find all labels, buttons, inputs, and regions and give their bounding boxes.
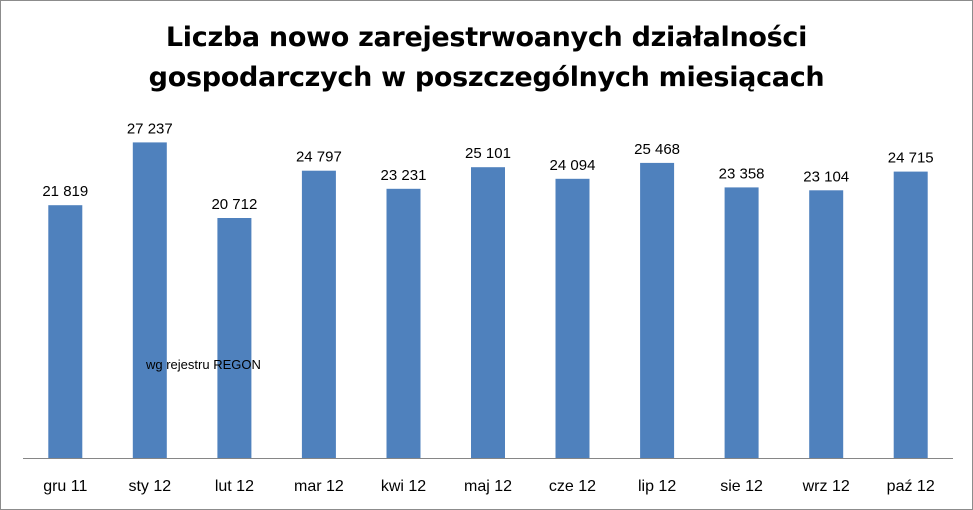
category-label-7: lip 12 [638,478,676,495]
value-label-3: 24 797 [296,149,342,166]
chart-title: Liczba nowo zarejestrwoanych działalnośc… [0,18,973,98]
value-label-2: 20 712 [211,196,257,213]
category-label-3: mar 12 [294,478,344,495]
category-label-5: maj 12 [464,478,512,495]
bar-1 [132,142,167,458]
chart-title-line-2: gospodarczych w poszczególnych miesiącac… [148,62,825,93]
category-label-8: sie 12 [720,478,763,495]
bar-4 [386,188,421,459]
value-label-7: 25 468 [634,141,680,158]
value-label-0: 21 819 [42,183,88,200]
value-label-6: 24 094 [550,157,596,174]
value-label-8: 23 358 [719,165,765,182]
bar-2 [217,218,252,458]
category-label-4: kwi 12 [381,478,426,495]
bar-0 [48,205,83,458]
value-label-1: 27 237 [127,120,173,137]
bar-6 [555,178,590,459]
value-label-10: 24 715 [888,150,934,167]
category-label-9: wrz 12 [802,478,850,495]
bar-3 [301,170,336,458]
value-label-4: 23 231 [381,167,427,184]
bar-9 [809,190,844,459]
category-label-10: paź 12 [887,478,935,495]
chart-annotation: wg rejestru REGON [146,357,261,372]
category-label-2: lut 12 [215,478,254,495]
chart-title-line-1: Liczba nowo zarejestrwoanych działalnośc… [165,22,808,53]
bar-8 [724,187,759,458]
category-label-1: sty 12 [128,478,171,495]
value-label-5: 25 101 [465,145,511,162]
category-label-0: gru 11 [43,478,87,495]
category-label-6: cze 12 [549,478,596,495]
bar-10 [893,171,928,458]
bar-5 [471,167,505,458]
value-label-9: 23 104 [803,168,849,185]
bar-7 [640,162,675,458]
